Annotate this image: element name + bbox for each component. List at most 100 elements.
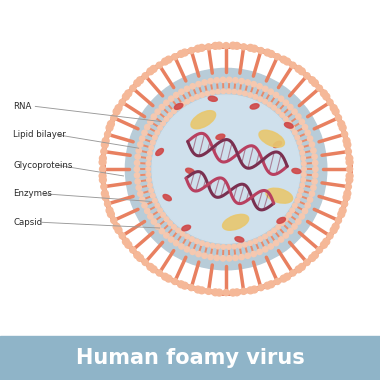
Circle shape xyxy=(142,260,148,266)
Circle shape xyxy=(284,58,291,65)
Text: Capsid: Capsid xyxy=(13,218,43,227)
Circle shape xyxy=(299,145,303,150)
Text: Human foamy virus: Human foamy virus xyxy=(76,348,304,368)
Circle shape xyxy=(312,252,318,258)
Circle shape xyxy=(274,279,280,285)
Circle shape xyxy=(251,45,258,52)
Circle shape xyxy=(313,166,318,172)
Circle shape xyxy=(125,241,132,248)
Circle shape xyxy=(205,91,209,96)
Circle shape xyxy=(177,281,184,288)
Circle shape xyxy=(216,89,220,94)
Circle shape xyxy=(177,51,184,57)
Circle shape xyxy=(344,190,351,197)
Circle shape xyxy=(292,224,297,229)
Circle shape xyxy=(190,97,194,101)
Circle shape xyxy=(338,211,345,218)
Circle shape xyxy=(156,62,162,68)
Circle shape xyxy=(302,208,307,214)
Circle shape xyxy=(268,51,275,57)
Ellipse shape xyxy=(191,111,215,129)
Circle shape xyxy=(195,95,199,99)
Circle shape xyxy=(174,92,179,98)
Circle shape xyxy=(147,183,152,188)
Circle shape xyxy=(115,105,122,111)
Circle shape xyxy=(312,154,317,159)
Circle shape xyxy=(304,260,310,266)
Circle shape xyxy=(307,136,313,141)
Circle shape xyxy=(309,191,315,196)
Circle shape xyxy=(290,208,294,213)
Circle shape xyxy=(312,160,318,166)
Circle shape xyxy=(295,198,299,203)
Circle shape xyxy=(212,289,219,296)
Circle shape xyxy=(330,105,337,111)
Circle shape xyxy=(239,79,244,84)
Circle shape xyxy=(226,256,232,261)
Circle shape xyxy=(280,275,287,282)
Circle shape xyxy=(145,125,150,130)
Circle shape xyxy=(214,255,219,261)
Circle shape xyxy=(293,203,297,208)
Circle shape xyxy=(253,95,258,99)
Circle shape xyxy=(156,270,162,276)
Bar xyxy=(0,336,380,380)
Circle shape xyxy=(297,193,302,198)
Circle shape xyxy=(327,233,333,239)
Circle shape xyxy=(264,49,271,56)
Circle shape xyxy=(305,203,310,208)
Circle shape xyxy=(317,85,323,91)
Circle shape xyxy=(311,148,316,153)
Circle shape xyxy=(195,45,201,52)
Circle shape xyxy=(287,212,291,217)
Ellipse shape xyxy=(186,168,194,174)
Circle shape xyxy=(149,188,154,193)
Circle shape xyxy=(287,121,291,126)
Circle shape xyxy=(176,228,180,233)
Circle shape xyxy=(153,198,157,203)
Circle shape xyxy=(232,89,236,94)
Circle shape xyxy=(284,273,291,280)
Circle shape xyxy=(146,162,150,166)
Circle shape xyxy=(102,194,109,201)
Circle shape xyxy=(238,90,242,95)
Circle shape xyxy=(164,100,169,105)
Text: RNA: RNA xyxy=(13,102,32,111)
Circle shape xyxy=(159,105,165,110)
Circle shape xyxy=(346,155,353,162)
Circle shape xyxy=(245,253,250,258)
Circle shape xyxy=(147,263,154,270)
Circle shape xyxy=(155,224,160,229)
Ellipse shape xyxy=(277,217,285,223)
Circle shape xyxy=(172,54,178,60)
Circle shape xyxy=(113,223,120,230)
Circle shape xyxy=(174,241,179,246)
Circle shape xyxy=(198,287,205,294)
Circle shape xyxy=(258,285,264,291)
Ellipse shape xyxy=(156,149,163,155)
Circle shape xyxy=(210,90,215,95)
Ellipse shape xyxy=(292,168,301,174)
Circle shape xyxy=(226,245,231,249)
Circle shape xyxy=(342,131,348,137)
Circle shape xyxy=(241,288,247,294)
Circle shape xyxy=(179,244,184,249)
Circle shape xyxy=(145,208,150,214)
Circle shape xyxy=(216,42,223,49)
Circle shape xyxy=(251,82,256,87)
Circle shape xyxy=(312,80,318,87)
Circle shape xyxy=(293,130,297,135)
Circle shape xyxy=(296,219,301,224)
Circle shape xyxy=(346,159,353,166)
Circle shape xyxy=(258,97,263,101)
Circle shape xyxy=(301,156,306,160)
Circle shape xyxy=(232,244,236,249)
Circle shape xyxy=(297,140,302,145)
Circle shape xyxy=(272,228,276,233)
Circle shape xyxy=(280,221,284,225)
Circle shape xyxy=(176,105,180,110)
Circle shape xyxy=(190,84,195,89)
Circle shape xyxy=(243,91,247,96)
Circle shape xyxy=(263,234,267,239)
Circle shape xyxy=(108,211,114,218)
